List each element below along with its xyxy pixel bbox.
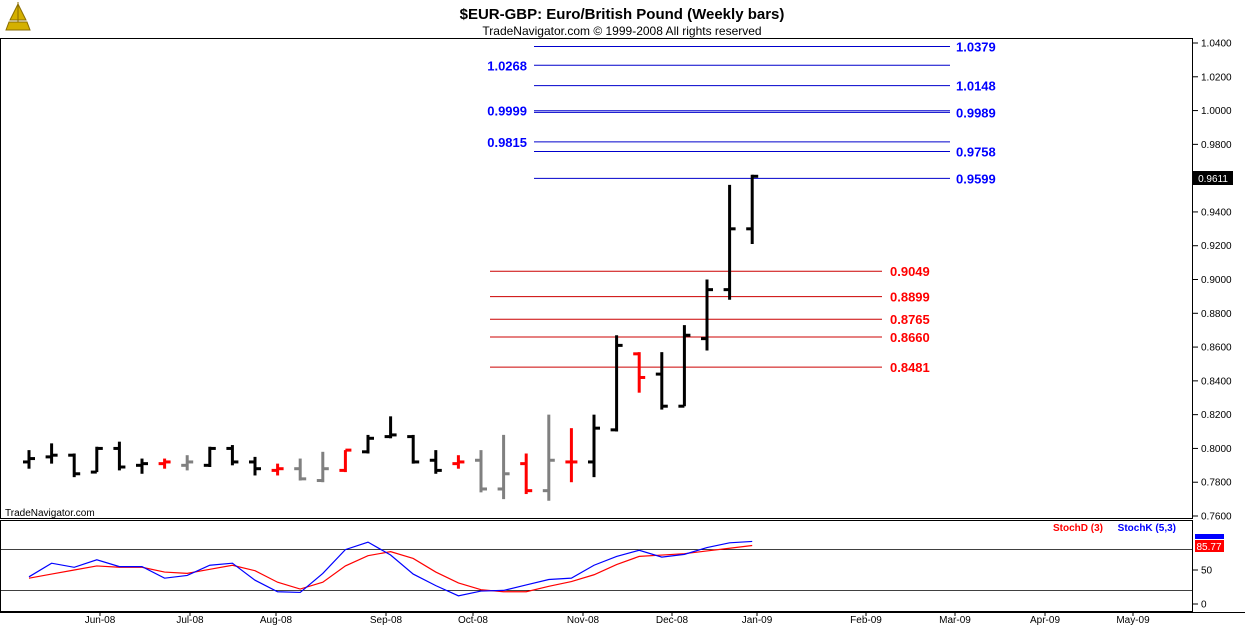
level-label: 0.8899: [890, 290, 930, 305]
price-tick-label: 0.7600: [1201, 512, 1232, 523]
stochd-line: [28, 544, 753, 593]
level-label: 0.9599: [956, 171, 996, 186]
time-tick-label: May-09: [1116, 615, 1150, 626]
time-tick-label: Aug-08: [260, 615, 293, 626]
price-tick-label: 0.7800: [1201, 478, 1232, 489]
stochd-tag-box: [1195, 540, 1224, 552]
time-tick-label: Nov-08: [567, 615, 600, 626]
time-tick-label: Sep-08: [370, 615, 403, 626]
stochk-tag-box: [1195, 534, 1224, 539]
legend-stochd: StochD (3): [1053, 523, 1103, 534]
level-label: 0.8481: [890, 360, 930, 375]
time-tick-label: Jun-08: [85, 615, 116, 626]
stoch-plot-frame: [0, 520, 1193, 612]
level-label: 0.8765: [890, 312, 930, 327]
watermark-text: TradeNavigator.com: [5, 508, 95, 519]
level-label: 0.9989: [956, 105, 996, 120]
last-price-tag-text: 0.9611: [1198, 174, 1228, 185]
stoch-tick-label: 50: [1201, 566, 1213, 577]
price-tick-label: 0.8800: [1201, 309, 1232, 320]
stochd-tag-text: 85.77: [1196, 542, 1221, 553]
time-tick-label: Oct-08: [458, 615, 488, 626]
chart-title: $EUR-GBP: Euro/British Pound (Weekly bar…: [460, 6, 785, 23]
main-plot-frame: [0, 38, 1193, 519]
price-tick-label: 0.8600: [1201, 343, 1232, 354]
time-tick-label: Dec-08: [656, 615, 689, 626]
price-tick-label: 1.0200: [1201, 72, 1232, 83]
price-tick-label: 0.9000: [1201, 275, 1232, 286]
logo-base: [5, 21, 31, 31]
stoch-tick-label: 0: [1201, 600, 1207, 611]
app-logo: [5, 2, 31, 31]
legend-stochk: StochK (5,3): [1118, 523, 1176, 534]
level-label: 0.9758: [956, 144, 996, 159]
level-label: 1.0268: [487, 58, 527, 73]
level-label: 0.9815: [487, 135, 527, 150]
price-tick-label: 0.9800: [1201, 140, 1232, 151]
last-price-tag-box: [1193, 171, 1233, 185]
price-tick-label: 0.8200: [1201, 410, 1232, 421]
time-axis: Jun-08 Jul-08 Aug-08 Sep-08 Oct-08 Nov-08 Dec-…: [85, 612, 1150, 626]
time-tick-label: Apr-09: [1030, 615, 1060, 626]
price-tick-label: 0.9400: [1201, 207, 1232, 218]
stoch-axis: 50 0: [1193, 566, 1213, 611]
stoch-lines: [1, 540, 1192, 597]
level-label: 1.0379: [956, 40, 996, 55]
level-label: 0.8660: [890, 330, 930, 345]
time-tick-label: Mar-09: [939, 615, 971, 626]
time-tick-label: Feb-09: [850, 615, 882, 626]
price-tick-label: 1.0400: [1201, 39, 1232, 50]
price-tick-label: 0.9200: [1201, 241, 1232, 252]
time-tick-label: Jul-08: [176, 615, 204, 626]
level-label: 1.0148: [956, 79, 996, 94]
stoch-value-tag: 85.77: [1195, 534, 1224, 553]
time-tick-label: Jan-09: [742, 615, 773, 626]
stochk-line: [28, 540, 753, 597]
level-label: 0.9049: [890, 264, 930, 279]
price-tick-label: 0.8400: [1201, 376, 1232, 387]
price-tick-label: 0.8000: [1201, 444, 1232, 455]
price-tick-label: 1.0000: [1201, 106, 1232, 117]
last-price-tag: 0.9611: [1193, 171, 1233, 185]
level-label: 0.9999: [487, 104, 527, 119]
price-bars: [23, 174, 759, 501]
level-lines: 1.0379 1.0268 1.0148 0.9999 0.9989 0.9815 0.97…: [487, 40, 996, 376]
chart-subtitle: TradeNavigator.com © 1999-2008 All right…: [482, 24, 761, 38]
